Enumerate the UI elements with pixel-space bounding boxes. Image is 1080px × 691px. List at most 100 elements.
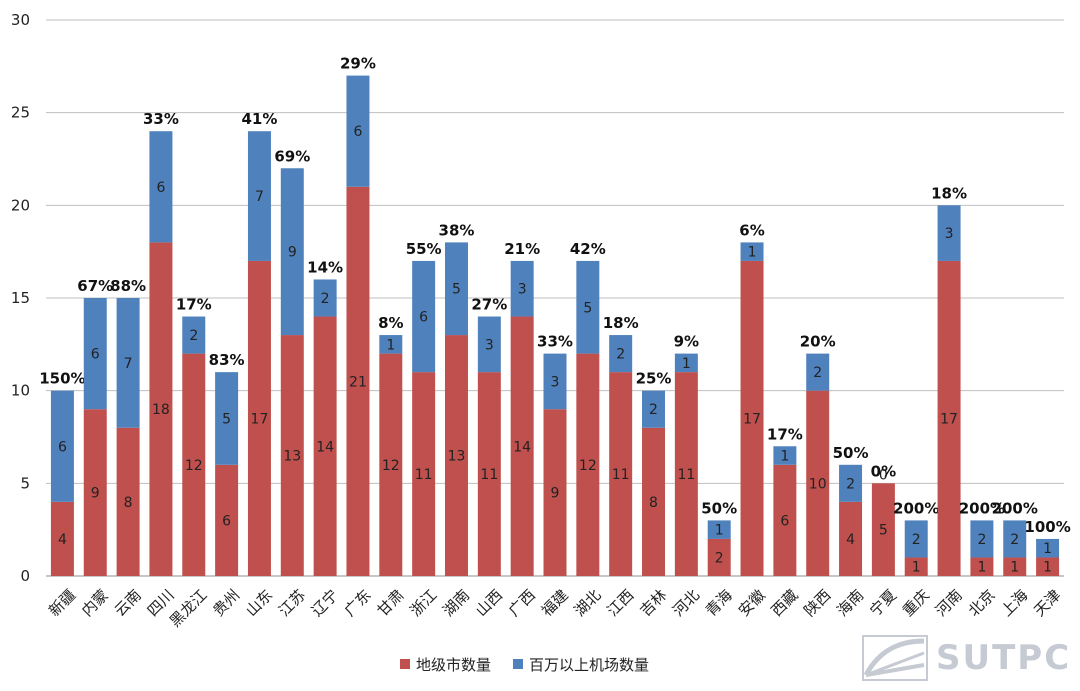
x-tick-label: 山西 bbox=[472, 586, 506, 620]
bar-airports bbox=[215, 372, 239, 465]
x-tick-label: 北京 bbox=[965, 586, 999, 620]
bar-airports bbox=[609, 335, 633, 373]
x-tick-label: 陕西 bbox=[801, 586, 835, 620]
data-label-cities: 8 bbox=[649, 495, 658, 511]
bar-cities bbox=[50, 501, 74, 576]
data-label-airports: 3 bbox=[945, 226, 954, 242]
data-label-cities: 6 bbox=[222, 513, 231, 529]
bar-airports bbox=[247, 131, 271, 261]
data-label-cities: 9 bbox=[551, 486, 560, 502]
x-tick-label: 辽宁 bbox=[308, 586, 342, 620]
bar-cities bbox=[576, 353, 600, 576]
data-label-cities: 11 bbox=[612, 467, 630, 483]
bar-airports bbox=[50, 390, 74, 502]
data-label-cities: 1 bbox=[912, 560, 921, 576]
ratio-label: 17% bbox=[176, 296, 212, 314]
data-label-cities: 14 bbox=[513, 439, 531, 455]
x-tick-label: 云南 bbox=[111, 586, 145, 620]
data-label-airports: 2 bbox=[189, 328, 198, 344]
bar-airports bbox=[970, 520, 994, 558]
x-tick-label: 安徽 bbox=[735, 586, 769, 620]
data-label-cities: 5 bbox=[879, 523, 888, 539]
data-label-airports: 2 bbox=[977, 532, 986, 548]
data-label-airports: 2 bbox=[1010, 532, 1019, 548]
data-label-cities: 11 bbox=[677, 467, 695, 483]
data-label-airports: 1 bbox=[780, 449, 789, 465]
data-label-airports: 1 bbox=[1043, 541, 1052, 557]
data-label-cities: 12 bbox=[579, 458, 597, 474]
data-label-airports: 7 bbox=[255, 189, 264, 205]
ratio-label: 0% bbox=[871, 462, 896, 480]
data-label-cities: 13 bbox=[283, 449, 301, 465]
bar-cities bbox=[674, 372, 698, 576]
data-label-cities: 17 bbox=[940, 411, 958, 427]
bar-airports bbox=[182, 316, 206, 354]
bar-airports bbox=[543, 353, 567, 410]
bar-airports bbox=[346, 75, 370, 187]
bar-airports bbox=[444, 242, 468, 336]
ratio-label: 21% bbox=[504, 240, 540, 258]
legend-item-airports: 百万以上机场数量 bbox=[513, 654, 649, 675]
bar-cities bbox=[707, 538, 731, 576]
ratio-label: 14% bbox=[307, 258, 343, 276]
bar-cities bbox=[83, 409, 107, 576]
bar-airports bbox=[576, 260, 600, 354]
y-tick-label: 0 bbox=[20, 567, 30, 585]
bar-cities bbox=[379, 353, 403, 576]
bar-airports bbox=[280, 168, 304, 336]
ratio-label: 83% bbox=[209, 351, 245, 369]
x-tick-label: 江西 bbox=[603, 586, 637, 620]
y-tick-label: 25 bbox=[11, 104, 30, 122]
data-label-cities: 8 bbox=[124, 495, 133, 511]
bar-cities bbox=[543, 409, 567, 576]
ratio-label: 200% bbox=[959, 499, 1005, 517]
x-tick-label: 西藏 bbox=[768, 586, 802, 620]
x-tick-label: 福建 bbox=[538, 586, 572, 620]
legend-item-cities: 地级市数量 bbox=[400, 654, 491, 675]
x-tick-label: 山东 bbox=[242, 586, 276, 620]
ratio-label: 67% bbox=[77, 277, 113, 295]
sutpc-logo-icon bbox=[862, 635, 928, 681]
data-label-cities: 10 bbox=[809, 476, 827, 492]
bar-airports bbox=[116, 298, 140, 428]
data-label-cities: 6 bbox=[780, 513, 789, 529]
data-label-airports: 1 bbox=[715, 523, 724, 539]
ratio-label: 38% bbox=[439, 221, 475, 239]
data-label-cities: 12 bbox=[382, 458, 400, 474]
ratio-label: 88% bbox=[110, 277, 146, 295]
x-tick-label: 江苏 bbox=[275, 586, 309, 620]
bar-airports bbox=[707, 520, 731, 539]
data-label-cities: 4 bbox=[58, 532, 67, 548]
bar-cities bbox=[970, 557, 994, 576]
bar-cities bbox=[444, 335, 468, 576]
data-label-airports: 6 bbox=[354, 124, 363, 140]
ratio-label: 200% bbox=[992, 499, 1038, 517]
bar-cities bbox=[477, 372, 501, 576]
data-label-airports: 2 bbox=[321, 291, 330, 307]
bar-airports bbox=[412, 260, 436, 373]
x-tick-label: 天津 bbox=[1030, 586, 1064, 620]
data-label-airports: 5 bbox=[452, 282, 461, 298]
data-label-cities: 12 bbox=[185, 458, 203, 474]
bar-cities bbox=[871, 483, 895, 576]
ratio-label: 50% bbox=[833, 444, 869, 462]
bar-airports bbox=[674, 353, 698, 373]
bar-cities bbox=[1003, 557, 1027, 576]
data-label-airports: 1 bbox=[682, 356, 691, 372]
data-label-airports: 6 bbox=[58, 439, 67, 455]
x-tick-label: 广西 bbox=[505, 586, 539, 620]
bar-cities bbox=[412, 372, 436, 576]
bar-airports bbox=[83, 298, 107, 410]
ratio-label: 150% bbox=[39, 370, 85, 388]
ratio-label: 29% bbox=[340, 55, 376, 73]
x-tick-label: 重庆 bbox=[899, 586, 933, 620]
bar-airports bbox=[904, 520, 928, 558]
bar-cities bbox=[116, 427, 140, 576]
legend-swatch-airports bbox=[513, 659, 524, 669]
ratio-label: 17% bbox=[767, 425, 803, 443]
ratio-label: 18% bbox=[931, 184, 967, 202]
ratio-label: 33% bbox=[537, 333, 573, 351]
ratio-label: 55% bbox=[406, 240, 442, 258]
bar-airports bbox=[839, 464, 863, 502]
